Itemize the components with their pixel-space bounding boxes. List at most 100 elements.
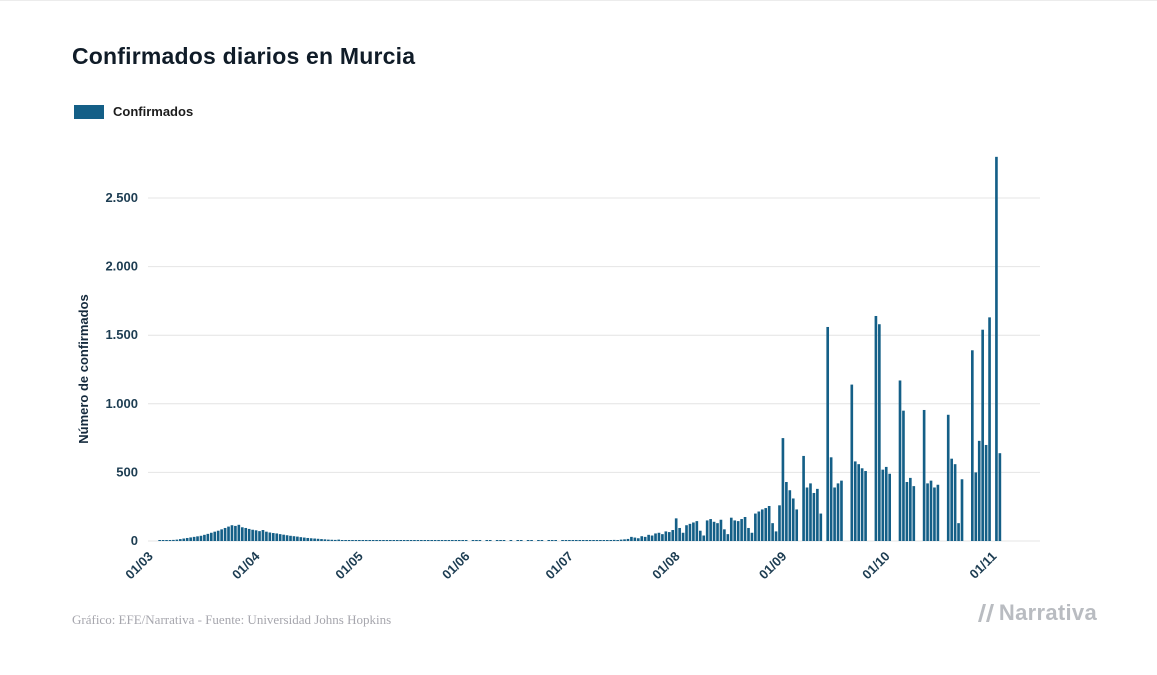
bar	[933, 487, 936, 541]
bar	[840, 480, 843, 541]
bar	[296, 536, 299, 541]
bar	[378, 540, 382, 541]
bar	[654, 533, 657, 541]
bar	[399, 540, 403, 541]
bar	[902, 410, 905, 541]
bar	[692, 522, 695, 541]
bar	[709, 519, 712, 541]
bar	[729, 517, 733, 541]
bar	[540, 540, 544, 541]
bar	[740, 519, 743, 541]
bar	[974, 472, 978, 541]
bar	[946, 414, 950, 541]
bar	[781, 438, 785, 541]
bar	[333, 539, 337, 541]
bar	[213, 531, 217, 541]
bar	[240, 527, 244, 541]
bar	[936, 484, 940, 541]
bar	[230, 525, 234, 541]
bar	[640, 536, 644, 541]
bar	[444, 540, 447, 541]
bar	[292, 536, 296, 541]
bar	[926, 483, 929, 541]
bar	[309, 538, 313, 541]
bar	[785, 482, 788, 541]
bar	[475, 540, 478, 541]
bar	[209, 532, 213, 541]
bar	[716, 523, 719, 541]
bar	[736, 521, 740, 541]
bar	[285, 535, 289, 541]
bar	[678, 527, 681, 541]
bar	[461, 540, 464, 541]
bar	[988, 317, 991, 541]
bar	[595, 540, 599, 541]
bar	[647, 534, 650, 541]
bar	[578, 540, 582, 541]
bar	[165, 540, 168, 541]
bar	[254, 530, 258, 541]
bar	[702, 535, 706, 541]
bar	[833, 487, 836, 541]
bar	[413, 540, 416, 541]
y-axis-title: Número de confirmados	[76, 294, 91, 444]
bar	[375, 540, 378, 541]
bar	[950, 458, 953, 541]
bar	[278, 534, 282, 541]
bar	[953, 464, 957, 541]
bar	[196, 536, 199, 541]
bar	[881, 469, 885, 541]
y-tick-label: 1.500	[105, 327, 138, 342]
bar	[981, 329, 984, 541]
x-tick-label: 01/08	[649, 549, 683, 583]
narrativa-logo-text: Narrativa	[998, 600, 1097, 625]
bar	[440, 540, 444, 541]
bar	[912, 486, 916, 541]
y-tick-label: 0	[131, 533, 138, 548]
bar	[227, 526, 230, 541]
bar	[337, 539, 341, 541]
bar	[860, 468, 864, 541]
bar	[657, 532, 661, 541]
bar	[791, 498, 795, 541]
bar	[998, 453, 1002, 541]
bar	[957, 523, 960, 541]
bar	[760, 509, 764, 541]
bar	[389, 540, 392, 541]
bar	[805, 487, 809, 541]
bar	[754, 513, 757, 541]
bar	[723, 529, 726, 541]
y-tick-label: 500	[116, 464, 138, 479]
bar	[612, 539, 616, 541]
bar	[237, 524, 241, 541]
bar	[568, 540, 571, 541]
bar	[447, 540, 451, 541]
bar	[178, 539, 182, 541]
bar	[712, 521, 716, 541]
bar	[829, 457, 833, 541]
bar	[550, 540, 554, 541]
bar	[485, 540, 489, 541]
bar	[757, 511, 761, 541]
bar	[719, 519, 723, 541]
page-title: Confirmados diarios en Murcia	[72, 43, 416, 69]
bar	[168, 540, 172, 541]
bar	[488, 540, 492, 541]
bar	[302, 537, 306, 541]
bar	[158, 540, 161, 541]
footer-credit: Gráfico: EFE/Narrativa - Fuente: Univers…	[72, 612, 392, 627]
bar	[216, 530, 220, 541]
bar	[764, 508, 768, 541]
bar	[681, 532, 685, 541]
bar	[192, 536, 196, 541]
bar	[340, 540, 344, 541]
bar	[172, 539, 175, 541]
bar	[995, 156, 998, 541]
bar	[623, 539, 626, 541]
bar	[537, 540, 540, 541]
bar	[385, 540, 389, 541]
narrativa-logo-icon	[977, 604, 994, 622]
bar	[371, 540, 375, 541]
y-tick-label: 1.000	[105, 396, 138, 411]
bar	[433, 540, 437, 541]
